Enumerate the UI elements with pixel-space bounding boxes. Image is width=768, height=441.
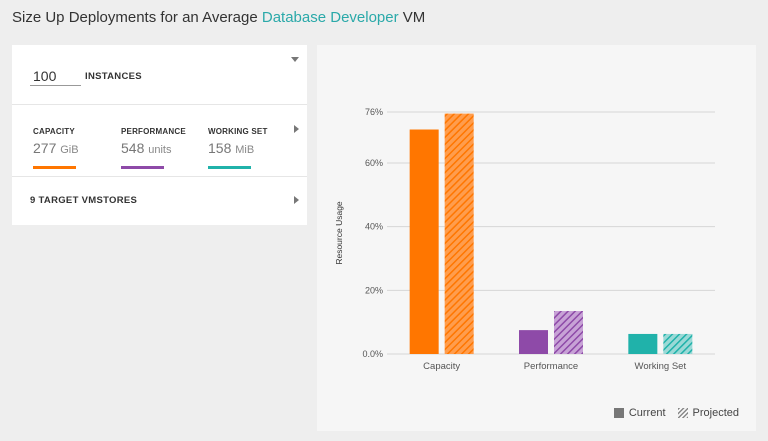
metric-value: 548 units	[121, 140, 186, 156]
y-axis-label: Resource Usage	[334, 201, 344, 265]
vm-profile-link[interactable]: Database Developer	[261, 9, 399, 26]
legend-projected-label: Projected	[692, 407, 739, 419]
legend-hatched-swatch	[677, 408, 688, 418]
chevron-down-icon[interactable]	[291, 57, 299, 62]
metric-number: 277	[33, 140, 57, 156]
metric-value: 158 MiB	[208, 140, 268, 156]
legend-projected: Projected	[677, 407, 739, 419]
target-vmstores-label: 9 TARGET VMSTORES	[30, 195, 138, 206]
legend-solid-swatch	[613, 408, 624, 418]
metric-color-bar	[33, 166, 76, 169]
metric-color-bar	[208, 166, 251, 169]
chart-legend: Current Projected	[602, 407, 739, 419]
title-prefix: Size Up Deployments for an Average	[12, 9, 262, 26]
x-category-label: Capacity	[423, 361, 460, 372]
y-tick-label: 0.0%	[362, 349, 383, 359]
metric-performance: PERFORMANCE 548 units	[121, 127, 186, 169]
metric-value: 277 GiB	[33, 140, 79, 156]
instances-input[interactable]	[30, 66, 81, 86]
legend-current-label: Current	[628, 407, 666, 419]
metric-unit: GiB	[60, 144, 79, 156]
resource-usage-chart: 0.0% 20% 40% 60% 76% Resource Usage Capacity Pe…	[317, 45, 756, 431]
sizing-panel: INSTANCES CAPACITY 277 GiB PERFORMANCE 5…	[12, 45, 307, 225]
metric-label: CAPACITY	[33, 127, 75, 136]
metric-capacity: CAPACITY 277 GiB	[33, 127, 79, 169]
bar-projected-performance	[554, 311, 583, 354]
y-tick-label: 20%	[365, 285, 383, 295]
y-tick-label: 40%	[365, 222, 383, 232]
bar-projected-capacity	[444, 113, 474, 354]
bar-current-performance	[519, 330, 548, 354]
chart-canvas: 0.0% 20% 40% 60% 76% Resource Usage Capacity Pe…	[334, 107, 715, 372]
legend-current: Current	[613, 407, 666, 419]
x-category-label: Working Set	[635, 361, 687, 372]
metric-label: PERFORMANCE	[121, 127, 186, 136]
instances-row: INSTANCES	[12, 45, 307, 105]
metric-unit: MiB	[235, 144, 255, 156]
metric-unit: units	[148, 144, 172, 156]
instances-label: INSTANCES	[85, 71, 142, 82]
title-suffix: VM	[398, 9, 426, 26]
chevron-right-icon[interactable]	[294, 196, 299, 204]
target-vmstores-row[interactable]: 9 TARGET VMSTORES	[12, 177, 307, 224]
metric-color-bar	[121, 166, 164, 169]
metric-working-set: WORKING SET 158 MiB	[208, 127, 268, 169]
bar-current-working-set	[628, 333, 658, 354]
metrics-row[interactable]: CAPACITY 277 GiB PERFORMANCE 548 units W…	[12, 105, 307, 177]
bar-current-capacity	[409, 129, 439, 354]
page-title: Size Up Deployments for an Average Datab…	[12, 9, 425, 26]
x-category-label: Performance	[524, 361, 578, 372]
metric-number: 158	[208, 140, 232, 156]
metric-label: WORKING SET	[208, 127, 268, 136]
y-tick-label: 60%	[365, 158, 383, 168]
y-tick-label: 76%	[365, 107, 383, 117]
bar-projected-working-set	[663, 333, 693, 354]
chevron-right-icon[interactable]	[294, 125, 299, 133]
metric-number: 548	[121, 140, 145, 156]
